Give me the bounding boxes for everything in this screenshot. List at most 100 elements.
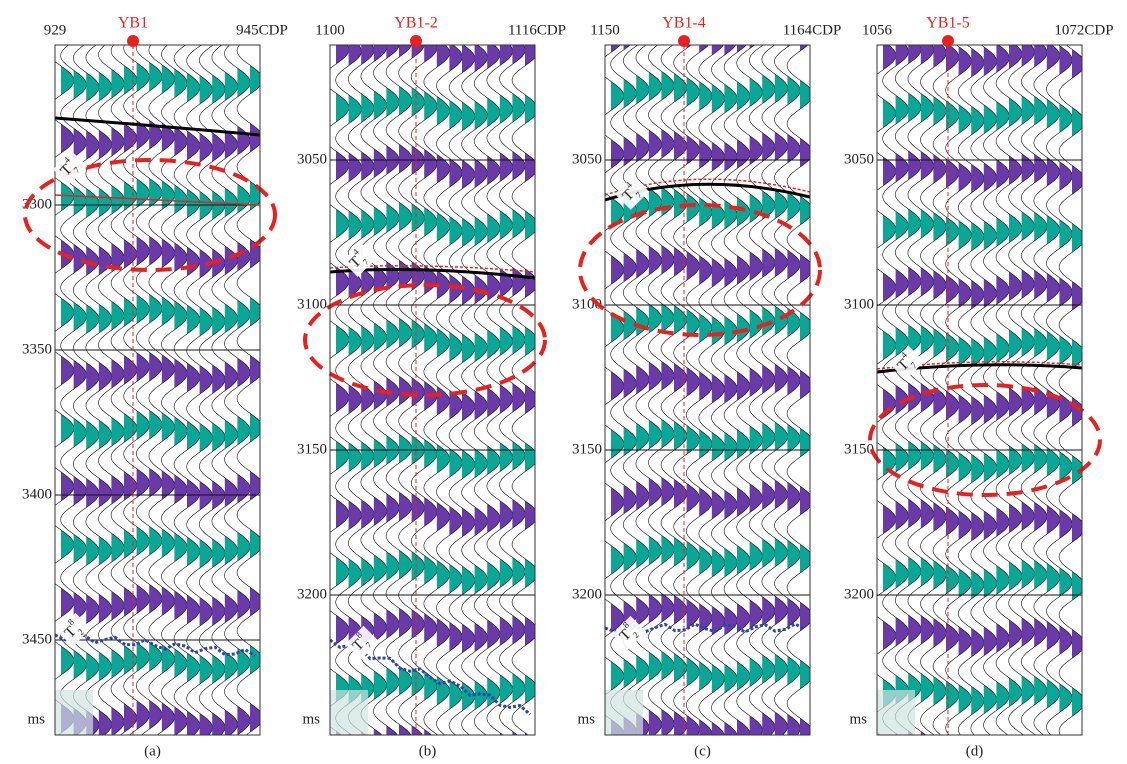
time-tick-label: 3050 bbox=[844, 151, 874, 167]
wavelet-lobe bbox=[1072, 745, 1085, 764]
wavelet-lobe bbox=[946, 100, 959, 130]
wavelet-lobe bbox=[124, 529, 137, 559]
wavelet-lobe bbox=[487, 0, 500, 11]
wavelet-lobe bbox=[971, 106, 985, 136]
wavelet-lobe bbox=[361, 93, 375, 123]
wavelet-lobe bbox=[399, 144, 412, 174]
wavelet-lobe bbox=[212, 538, 226, 568]
wavelet-lobe bbox=[674, 421, 687, 451]
wavelet-lobe bbox=[348, 268, 362, 298]
horizon-sup: 4 bbox=[899, 349, 910, 360]
wavelet-lobe bbox=[187, 478, 200, 508]
wavelet-lobe bbox=[199, 365, 213, 395]
wavelet-lobe bbox=[749, 193, 763, 223]
wavelet-lobe bbox=[623, 78, 637, 108]
wavelet-lobe bbox=[462, 507, 475, 537]
wavelet-lobe bbox=[958, 336, 972, 366]
wavelet-lobe bbox=[711, 722, 725, 735]
time-tick-label: 3200 bbox=[844, 586, 874, 602]
wavelet-lobe bbox=[1021, 211, 1035, 241]
wavelet-lobe bbox=[462, 449, 475, 479]
wavelet-lobe bbox=[920, 325, 934, 355]
wavelet-lobe bbox=[436, 328, 450, 358]
wavelet-lobe bbox=[98, 362, 112, 392]
wavelet-lobe bbox=[487, 561, 501, 591]
wavelet-lobe bbox=[348, 558, 362, 588]
wavelet-lobe bbox=[958, 568, 972, 598]
wavelet-lobe bbox=[636, 307, 650, 337]
wavelet-lobe bbox=[224, 303, 238, 333]
wavelet-lobe bbox=[525, 0, 538, 8]
wavelet-lobe bbox=[1021, 443, 1035, 473]
wavelet-lobe bbox=[1021, 45, 1035, 67]
wavelet-lobe bbox=[1072, 0, 1085, 20]
wavelet-lobe bbox=[224, 71, 238, 101]
cdp-start: 929 bbox=[44, 22, 67, 38]
wavelet-lobe bbox=[136, 352, 150, 382]
wavelet-lobe bbox=[983, 46, 997, 76]
wavelet-lobe bbox=[711, 548, 725, 578]
trace bbox=[1033, 45, 1061, 735]
wavelet-lobe bbox=[996, 565, 1010, 595]
wavelet-lobe bbox=[1072, 629, 1082, 659]
wavelet-lobe bbox=[984, 743, 997, 764]
wavelet-lobe bbox=[61, 646, 74, 675]
wavelet-lobe bbox=[436, 502, 450, 532]
wavelet-lobe bbox=[61, 588, 74, 617]
wavelet-lobe bbox=[800, 660, 810, 690]
wavelet-lobe bbox=[136, 120, 150, 150]
wavelet-lobe bbox=[1021, 617, 1035, 647]
wavelet-lobe bbox=[374, 0, 387, 4]
wavelet-lobe bbox=[411, 203, 425, 233]
wavelet-lobe bbox=[1034, 502, 1048, 532]
trace bbox=[610, 45, 637, 735]
wavelet-lobe bbox=[250, 587, 260, 617]
wavelet-lobe bbox=[98, 420, 112, 450]
wavelet-lobe bbox=[1046, 679, 1060, 709]
wavelet-lobe bbox=[136, 468, 150, 498]
horizon-sub: 2 bbox=[631, 630, 641, 640]
wavelet-lobe bbox=[983, 162, 997, 192]
wavelet-lobe bbox=[174, 648, 188, 678]
wavelet-lobe bbox=[462, 391, 475, 421]
trace bbox=[347, 45, 375, 735]
trace bbox=[330, 45, 350, 735]
wavelet-lobe bbox=[674, 247, 687, 277]
horizon-blue bbox=[55, 632, 256, 657]
wavelet-lobe bbox=[1046, 273, 1060, 303]
wavelet-lobe bbox=[908, 556, 922, 586]
wavelet-lobe bbox=[174, 184, 188, 214]
wavelet-lobe bbox=[971, 686, 985, 716]
wavelet-lobe bbox=[983, 220, 997, 250]
wavelet-lobe bbox=[412, 0, 425, 1]
wavelet-lobe bbox=[187, 652, 200, 682]
wavelet-lobe bbox=[424, 149, 438, 179]
trace bbox=[648, 45, 675, 735]
wavelet-lobe bbox=[971, 164, 985, 194]
horizon-label: T82 bbox=[612, 615, 647, 650]
horizon-red bbox=[605, 178, 810, 196]
cdp-end: 945CDP bbox=[236, 22, 288, 38]
cdp-end: 1116CDP bbox=[508, 22, 566, 38]
horizon-sup: 8 bbox=[66, 616, 77, 627]
wavelet-lobe bbox=[111, 243, 125, 273]
wavelet-lobe bbox=[661, 709, 675, 735]
trace bbox=[224, 45, 251, 735]
wavelet-lobe bbox=[136, 584, 150, 614]
wavelet-lobe bbox=[525, 674, 535, 704]
wavelet-lobe bbox=[1059, 161, 1073, 191]
wavelet-lobe bbox=[711, 45, 724, 56]
wavelet-lobe bbox=[895, 95, 909, 125]
wavelet-lobe bbox=[487, 97, 501, 127]
wavelet-lobe bbox=[474, 158, 488, 188]
wavelet-lobe bbox=[199, 713, 213, 735]
trace bbox=[60, 45, 87, 735]
wavelet-lobe bbox=[212, 74, 226, 104]
seismic-section bbox=[605, 45, 810, 735]
wavelet-lobe bbox=[737, 255, 750, 285]
wavelet-lobe bbox=[883, 156, 896, 186]
wavelet-lobe bbox=[424, 323, 438, 353]
wavelet-lobe bbox=[1009, 736, 1022, 764]
